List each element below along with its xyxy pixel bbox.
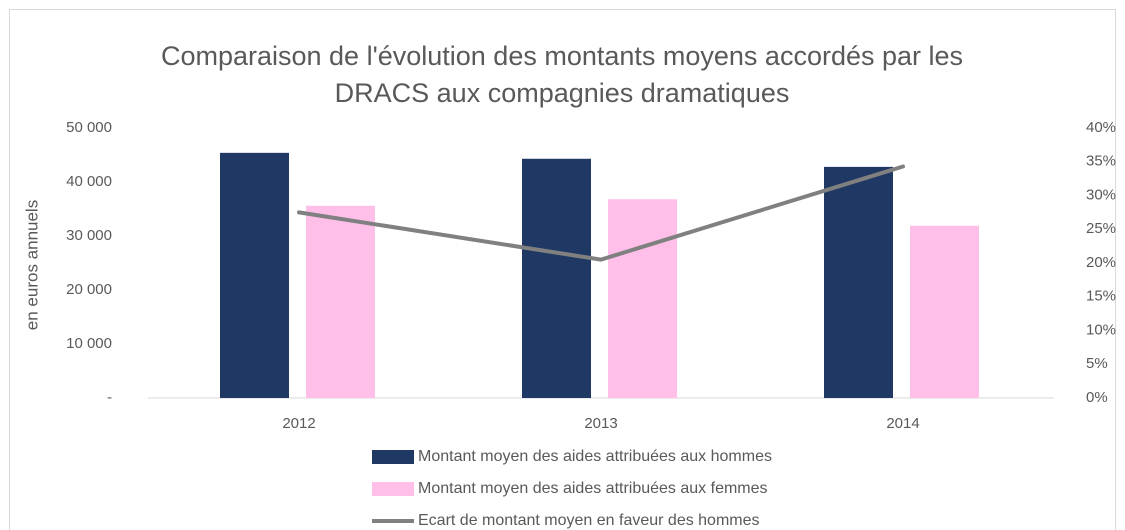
x-tick-label: 2013 <box>584 415 617 432</box>
y2-tick-label: 0% <box>1086 389 1108 406</box>
y-tick-label: 10 000 <box>66 335 112 352</box>
bar <box>306 205 375 398</box>
y2-tick-label: 40% <box>1086 119 1116 136</box>
y2-tick-label: 5% <box>1086 355 1108 372</box>
y2-tick-label: 30% <box>1086 186 1116 203</box>
y-tick-label: - <box>107 389 112 406</box>
y2-tick-label: 15% <box>1086 288 1116 305</box>
y2-tick-label: 25% <box>1086 220 1116 237</box>
chart-title: Comparaison de l'évolution des montants … <box>160 41 964 108</box>
chart-border <box>9 9 1116 530</box>
line-series <box>297 164 905 262</box>
y-tick-label: 50 000 <box>66 119 112 136</box>
y-axis-label: en euros annuels <box>22 200 41 330</box>
legend-label: Montant moyen des aides attribuées aux f… <box>418 480 768 497</box>
bar <box>910 225 979 398</box>
legend-swatch <box>372 450 414 464</box>
x-tick-label: 2012 <box>282 415 315 432</box>
bar <box>220 152 289 398</box>
legend-label: Montant moyen des aides attribuées aux h… <box>418 448 772 465</box>
legend-swatch <box>372 482 414 496</box>
y2-tick-label: 35% <box>1086 153 1116 170</box>
y-tick-label: 30 000 <box>66 227 112 244</box>
y2-tick-label: 20% <box>1086 254 1116 271</box>
y-tick-label: 40 000 <box>66 173 112 190</box>
bar <box>608 199 677 398</box>
y-tick-label: 20 000 <box>66 281 112 298</box>
legend-label: Ecart de montant moyen en faveur des hom… <box>418 512 760 529</box>
y2-tick-label: 10% <box>1086 321 1116 338</box>
bar <box>522 158 591 398</box>
x-tick-label: 2014 <box>886 415 919 432</box>
bar <box>824 166 893 398</box>
